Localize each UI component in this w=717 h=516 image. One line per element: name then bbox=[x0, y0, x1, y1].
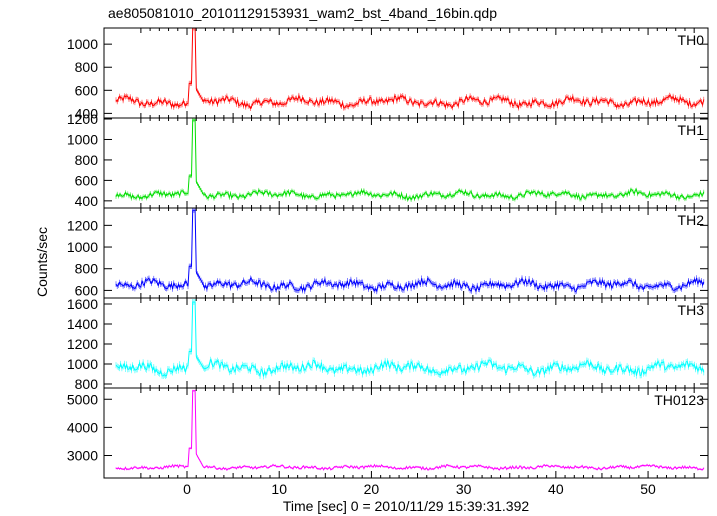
x-tick-label: 20 bbox=[364, 481, 380, 497]
panel-frame bbox=[103, 387, 709, 479]
y-tick-label: 800 bbox=[75, 261, 99, 277]
y-tick-label: 4000 bbox=[67, 419, 98, 435]
series-th2 bbox=[115, 208, 705, 295]
y-tick-label: 1000 bbox=[67, 36, 98, 52]
error-bars-th1 bbox=[115, 118, 705, 202]
error-bars-th0123 bbox=[115, 389, 705, 471]
x-tick-label: 0 bbox=[183, 481, 191, 497]
y-tick-label: 1600 bbox=[67, 296, 98, 312]
panel-th2: 600 800 1000 1200 TH2 bbox=[67, 207, 709, 299]
x-tick-label: 30 bbox=[456, 481, 472, 497]
y-axis-label: Counts/sec bbox=[34, 227, 50, 297]
panel-th0123: 3000 4000 5000 TH0123 bbox=[67, 387, 709, 479]
y-tick-label: 1000 bbox=[67, 131, 98, 147]
y-tick-label: 600 bbox=[75, 82, 99, 98]
y-tick-label: 600 bbox=[75, 282, 99, 298]
series-line-th0123 bbox=[115, 390, 705, 471]
series-th3 bbox=[115, 299, 705, 380]
y-tick-label: 5000 bbox=[67, 391, 98, 407]
x-axis-label: Time [sec] 0 = 2010/11/29 15:39:31.392 bbox=[283, 498, 530, 514]
series-th1 bbox=[115, 118, 705, 202]
y-tick-label: 1000 bbox=[67, 356, 98, 372]
panel-label-th0: TH0 bbox=[678, 32, 705, 48]
y-tick-label: 1200 bbox=[67, 217, 98, 233]
y-tick-label: 800 bbox=[75, 376, 99, 392]
y-tick-label: 1200 bbox=[67, 111, 98, 127]
series-line-th1 bbox=[115, 119, 705, 202]
y-tick-label: 800 bbox=[75, 152, 99, 168]
panel-label-th0123: TH0123 bbox=[654, 392, 704, 408]
panel-label-th2: TH2 bbox=[678, 212, 705, 228]
series-th0 bbox=[115, 28, 705, 111]
y-tick-label: 400 bbox=[75, 193, 99, 209]
error-bars-th2 bbox=[115, 208, 705, 295]
y-tick-label: 400 bbox=[75, 105, 99, 121]
x-tick-label: 10 bbox=[271, 481, 287, 497]
y-tick-label: 1400 bbox=[67, 316, 98, 332]
y-tick-label: 1000 bbox=[67, 239, 98, 255]
panel-th1: 400 600 800 1000 1200 TH1 bbox=[67, 111, 709, 209]
panel-label-th3: TH3 bbox=[678, 302, 705, 318]
panel-th0: 400 600 800 1000 TH0 bbox=[67, 27, 709, 121]
x-tick-label: 50 bbox=[640, 481, 656, 497]
panel-label-th1: TH1 bbox=[678, 122, 705, 138]
series-line-th0 bbox=[115, 28, 705, 110]
x-tick-label: 40 bbox=[548, 481, 564, 497]
y-tick-label: 600 bbox=[75, 172, 99, 188]
series-th0123 bbox=[115, 389, 705, 471]
y-tick-label: 1200 bbox=[67, 336, 98, 352]
y-tick-label: 800 bbox=[75, 59, 99, 75]
series-line-th2 bbox=[115, 209, 705, 294]
y-tick-label: 3000 bbox=[67, 448, 98, 464]
chart-title: ae805081010_20101129153931_wam2_bst_4ban… bbox=[108, 5, 497, 21]
series-line-th3 bbox=[115, 301, 705, 378]
panel-th3: 800 1000 1200 1400 1600 TH3 bbox=[67, 296, 709, 392]
